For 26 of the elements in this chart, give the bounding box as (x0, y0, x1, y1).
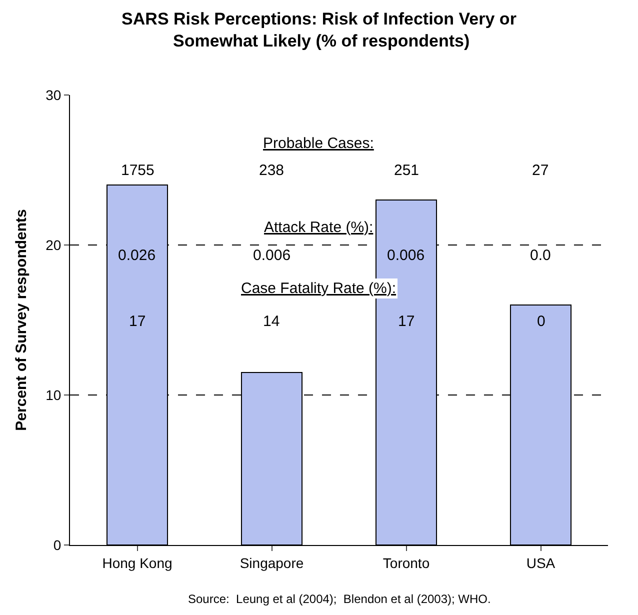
x-tick-label: Toronto (382, 554, 430, 571)
y-tick-label: 30 (46, 86, 62, 103)
y-tick-label: 0 (53, 536, 62, 553)
y-tick-label: 20 (46, 236, 62, 253)
annotation: 0.006 (253, 247, 291, 264)
annotation: 238 (259, 162, 284, 179)
y-tick-label: 10 (46, 386, 62, 403)
annotation: 251 (394, 162, 420, 179)
annotation: 0.026 (118, 247, 156, 264)
x-tick-label: USA (526, 554, 556, 571)
annotation: 0.0 (530, 247, 551, 264)
annotation: Probable Cases: (263, 135, 374, 152)
annotation: 0 (537, 313, 546, 330)
annotation: 1755 (121, 162, 154, 179)
chart-title: SARS Risk Perceptions: Risk of Infection Very or Somewhat Likely (% of respondents) (122, 10, 517, 51)
annotation: Case Fatality Rate (%): (241, 280, 396, 297)
annotation: 17 (398, 313, 415, 330)
annotation: 27 (532, 162, 549, 179)
annotation: Attack Rate (%): (264, 219, 374, 236)
x-tick-label: Singapore (240, 554, 304, 571)
y-axis-title: Percent of Survey respondents (12, 209, 30, 431)
source-note: Source: Leung et al (2004); Blendon et al (2003); WHO. (188, 592, 491, 606)
annotation: 0.006 (387, 247, 425, 264)
annotation: 17 (129, 313, 146, 330)
x-tick-label: Hong Kong (102, 554, 172, 571)
annotation: 14 (263, 313, 280, 330)
